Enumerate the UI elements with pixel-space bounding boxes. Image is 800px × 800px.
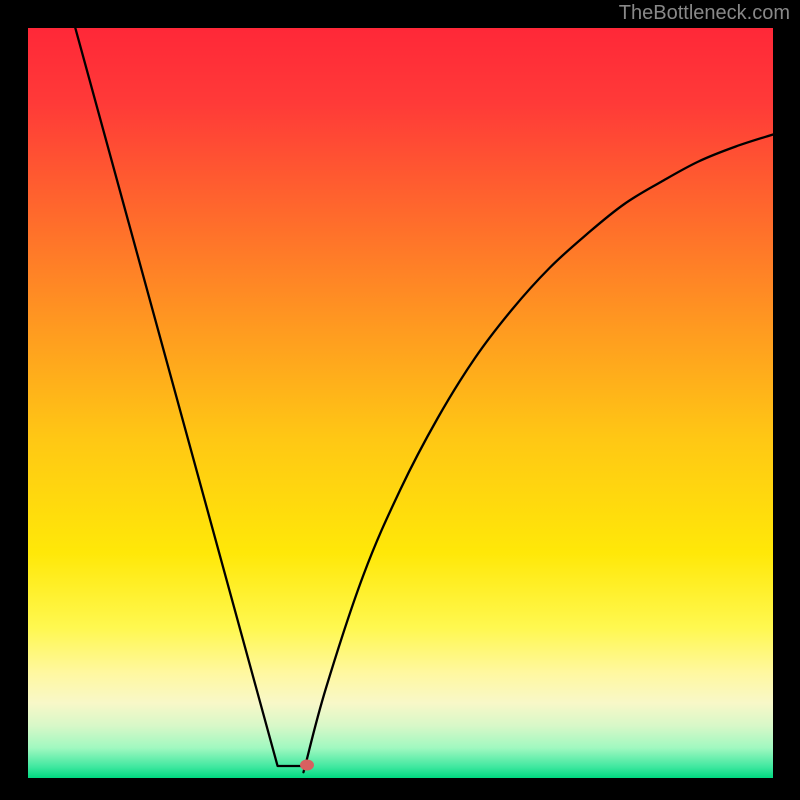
plot-area — [28, 28, 773, 778]
bottleneck-curve — [28, 28, 773, 778]
curve-path — [71, 28, 773, 772]
watermark-text: TheBottleneck.com — [619, 2, 790, 25]
optimum-marker — [300, 760, 314, 771]
